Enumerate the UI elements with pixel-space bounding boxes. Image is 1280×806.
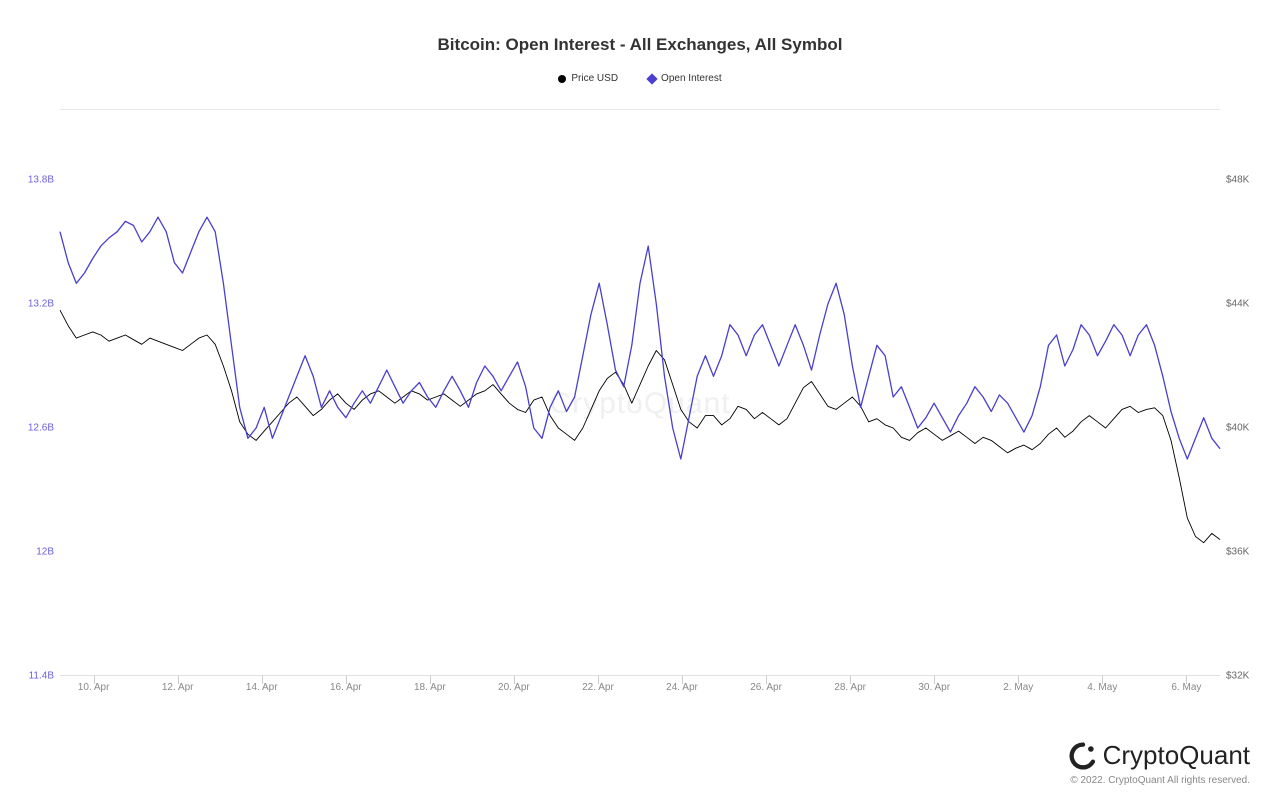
plot-area: CryptoQuant 11.4B12B12.6B13.2B13.8B$32K$… (60, 180, 1220, 676)
x-tick-mark (262, 676, 263, 684)
legend-marker-oi (646, 73, 657, 84)
x-tick-mark (1102, 676, 1103, 684)
x-tick-mark (94, 676, 95, 684)
y-left-tick: 13.2B (28, 299, 54, 310)
x-tick-mark (178, 676, 179, 684)
copyright: © 2022. CryptoQuant All rights reserved. (1069, 775, 1250, 786)
x-tick-mark (682, 676, 683, 684)
line-chart-svg (60, 180, 1220, 676)
legend-label-oi: Open Interest (661, 73, 722, 84)
chart-legend: Price USD Open Interest (0, 73, 1280, 84)
x-tick-mark (934, 676, 935, 684)
x-tick-mark (766, 676, 767, 684)
footer: CryptoQuant © 2022. CryptoQuant All righ… (1069, 740, 1250, 786)
y-right-tick: $44K (1226, 299, 1249, 310)
legend-marker-price (558, 75, 566, 83)
legend-item-oi: Open Interest (648, 73, 722, 84)
brand-logo-icon (1069, 742, 1097, 770)
x-tick-mark (850, 676, 851, 684)
brand-text: CryptoQuant (1103, 740, 1250, 771)
y-right-tick: $48K (1226, 175, 1249, 186)
x-tick-mark (1018, 676, 1019, 684)
x-tick-mark (346, 676, 347, 684)
x-tick-mark (514, 676, 515, 684)
x-tick-mark (1186, 676, 1187, 684)
legend-item-price: Price USD (558, 73, 618, 84)
chart-container: Bitcoin: Open Interest - All Exchanges, … (0, 0, 1280, 806)
y-left-tick: 13.8B (28, 175, 54, 186)
y-right-tick: $32K (1226, 671, 1249, 682)
y-right-tick: $40K (1226, 423, 1249, 434)
x-tick-mark (430, 676, 431, 684)
y-left-tick: 12B (36, 547, 54, 558)
divider (60, 109, 1220, 110)
y-left-tick: 11.4B (29, 671, 54, 682)
brand: CryptoQuant (1069, 740, 1250, 771)
legend-label-price: Price USD (571, 73, 618, 84)
y-right-tick: $36K (1226, 547, 1249, 558)
chart-title: Bitcoin: Open Interest - All Exchanges, … (0, 0, 1280, 55)
x-tick-mark (598, 676, 599, 684)
y-left-tick: 12.6B (28, 423, 54, 434)
